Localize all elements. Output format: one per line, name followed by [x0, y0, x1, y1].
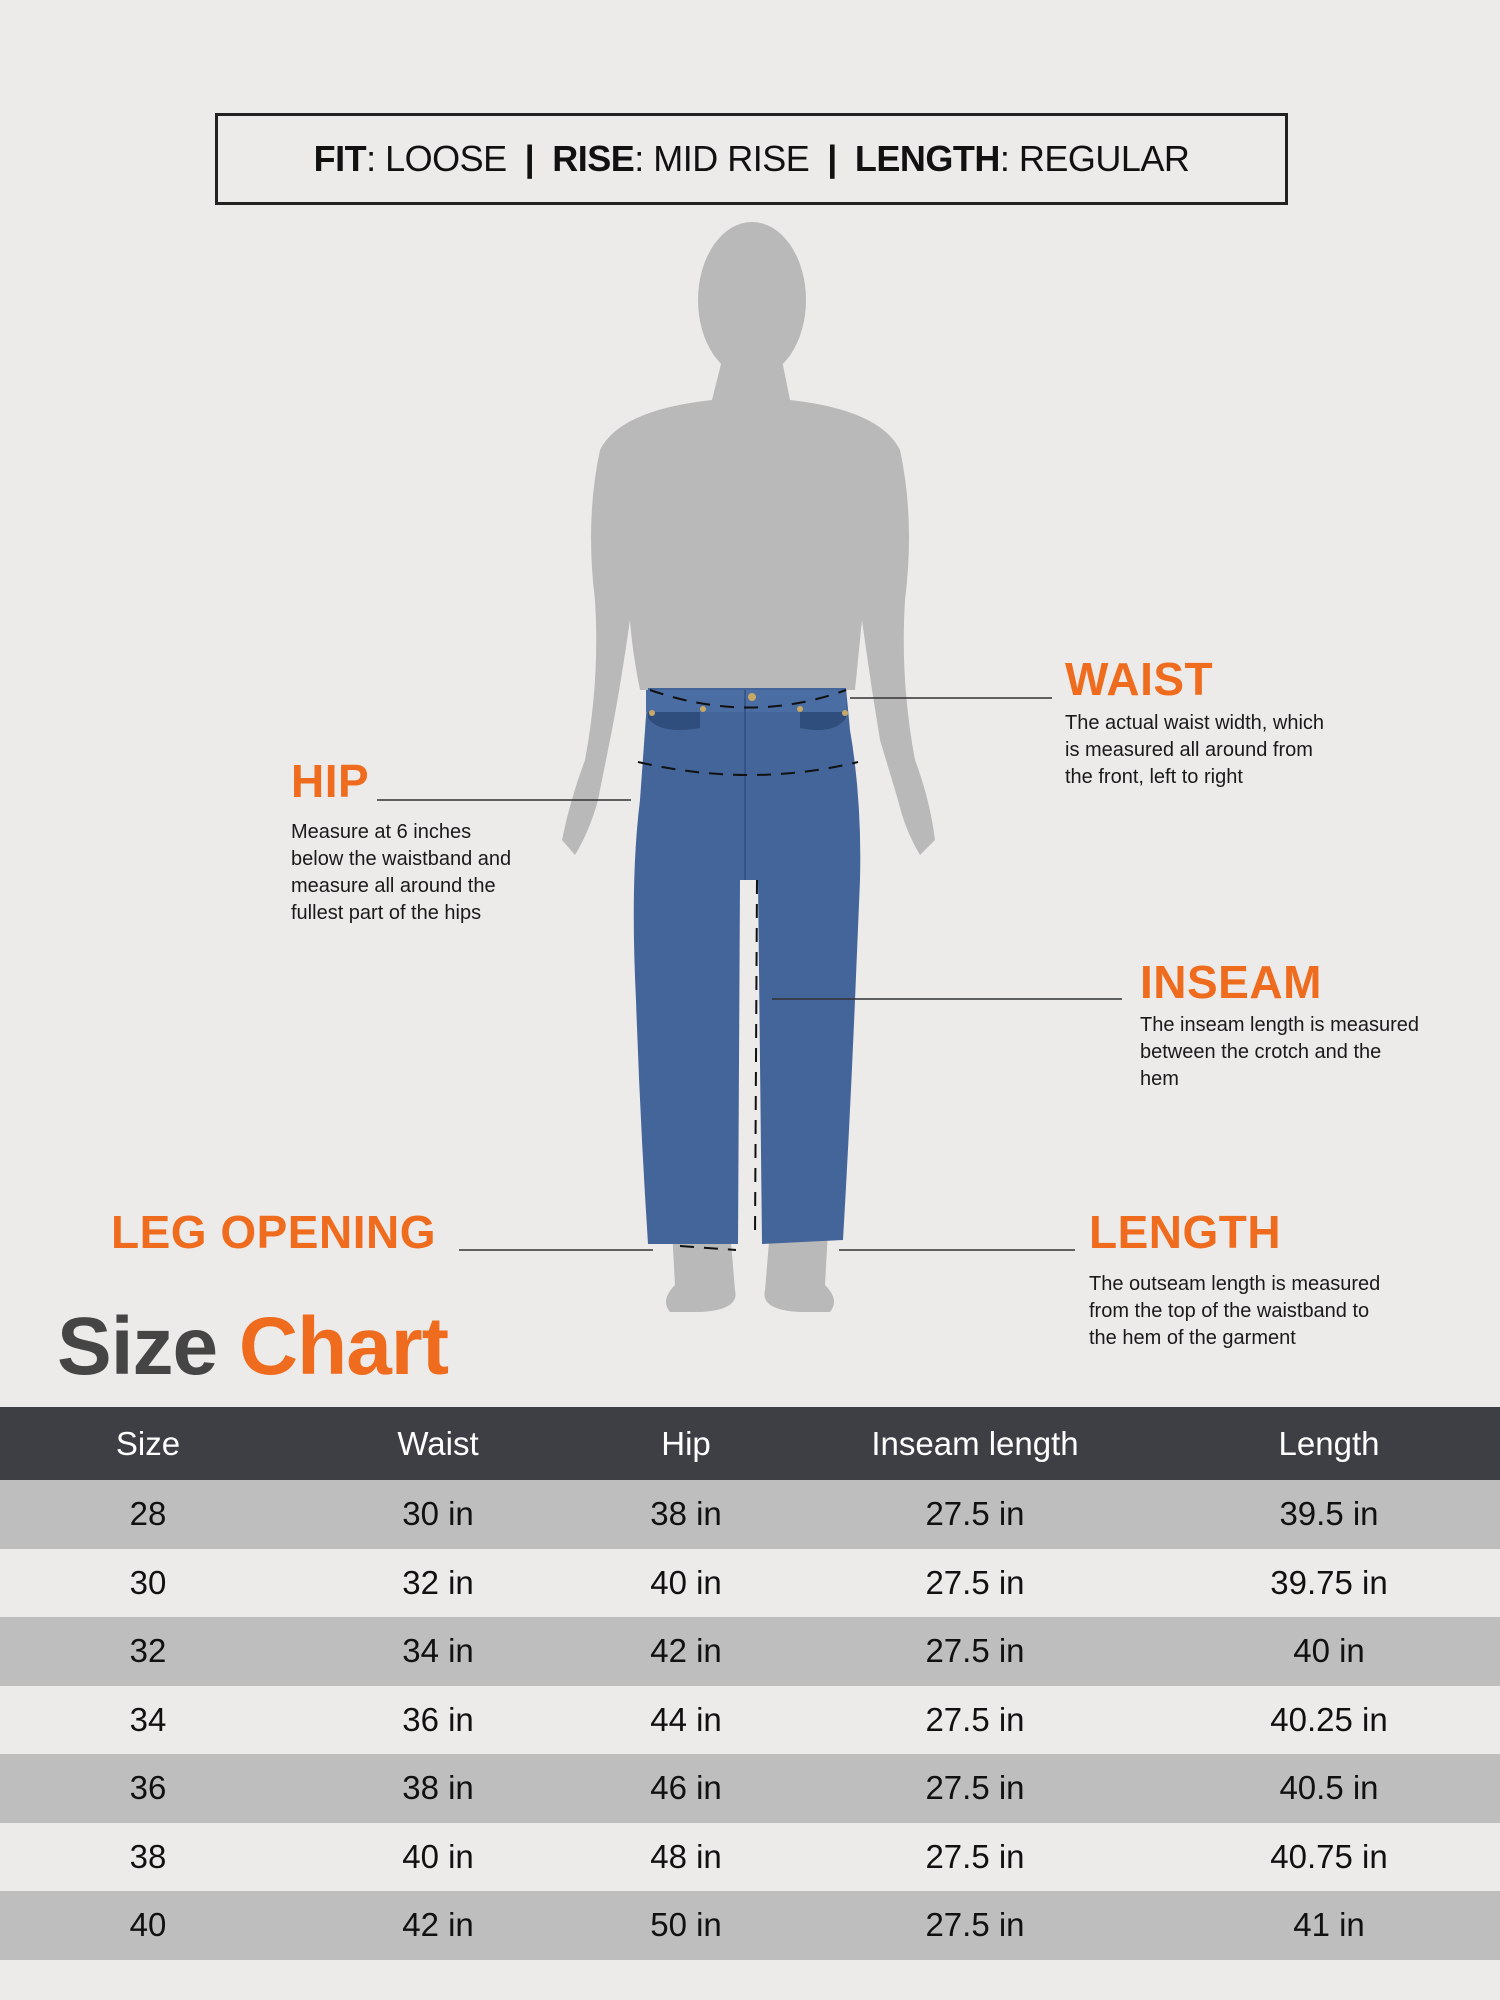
size-chart-title: Size Chart — [57, 1300, 449, 1394]
waist-label: WAIST — [1065, 653, 1214, 705]
cell-inseam: 27.5 in — [792, 1754, 1158, 1823]
measurement-dashes — [637, 689, 859, 1251]
desc-line: Measure at 6 inches — [291, 821, 472, 843]
cell-size: 28 — [0, 1480, 296, 1549]
table-row: 40 42 in 50 in 27.5 in 41 in — [0, 1891, 1500, 1960]
cell-inseam: 27.5 in — [792, 1617, 1158, 1686]
length-description: The outseam length is measured from the … — [1089, 1271, 1380, 1352]
desc-line: the hem of the garment — [1089, 1327, 1296, 1349]
table-row: 30 32 in 40 in 27.5 in 39.75 in — [0, 1548, 1500, 1617]
fit-value: LOOSE — [385, 138, 507, 179]
cell-hip: 38 in — [580, 1480, 792, 1549]
cell-waist: 34 in — [296, 1617, 580, 1686]
rise-key: RISE — [552, 138, 635, 179]
desc-line: The outseam length is measured — [1089, 1273, 1381, 1295]
separator: | — [827, 138, 837, 179]
header-size: Size — [0, 1407, 296, 1480]
cell-size: 34 — [0, 1685, 296, 1754]
table-row: 34 36 in 44 in 27.5 in 40.25 in — [0, 1685, 1500, 1754]
cell-waist: 38 in — [296, 1754, 580, 1823]
cell-hip: 44 in — [580, 1685, 792, 1754]
header-length: Length — [1158, 1407, 1500, 1480]
inseam-label: INSEAM — [1140, 956, 1322, 1008]
cell-length: 40.75 in — [1158, 1822, 1500, 1891]
cell-hip: 48 in — [580, 1822, 792, 1891]
waist-description: The actual waist width, which is measure… — [1065, 710, 1324, 791]
cell-inseam: 27.5 in — [792, 1685, 1158, 1754]
cell-hip: 42 in — [580, 1617, 792, 1686]
length-value: REGULAR — [1018, 138, 1190, 179]
cell-hip: 50 in — [580, 1891, 792, 1960]
cell-length: 40 in — [1158, 1617, 1500, 1686]
body-figure-illustration — [377, 222, 1122, 1312]
desc-line: The actual waist width, which — [1065, 712, 1325, 734]
table-row: 28 30 in 38 in 27.5 in 39.5 in — [0, 1480, 1500, 1549]
desc-line: the front, left to right — [1065, 766, 1243, 788]
hip-description: Measure at 6 inches below the waistband … — [291, 819, 511, 927]
cell-waist: 30 in — [296, 1480, 580, 1549]
fit-key: FIT — [313, 138, 367, 179]
table-row: 36 38 in 46 in 27.5 in 40.5 in — [0, 1754, 1500, 1823]
cell-waist: 40 in — [296, 1822, 580, 1891]
cell-length: 40.5 in — [1158, 1754, 1500, 1823]
inseam-description: The inseam length is measured between th… — [1140, 1012, 1419, 1093]
cell-length: 39.5 in — [1158, 1480, 1500, 1549]
cell-size: 36 — [0, 1754, 296, 1823]
rise-value: MID RISE — [653, 138, 810, 179]
cell-hip: 46 in — [580, 1754, 792, 1823]
cell-length: 39.75 in — [1158, 1548, 1500, 1617]
desc-line: fullest part of the hips — [291, 902, 482, 924]
cell-hip: 40 in — [580, 1548, 792, 1617]
table-row: 38 40 in 48 in 27.5 in 40.75 in — [0, 1822, 1500, 1891]
desc-line: between the crotch and the — [1140, 1041, 1382, 1063]
cell-size: 38 — [0, 1822, 296, 1891]
human-silhouette — [562, 222, 935, 1312]
desc-line: is measured all around from — [1065, 739, 1313, 761]
cell-size: 40 — [0, 1891, 296, 1960]
length-label: LENGTH — [1089, 1206, 1282, 1258]
leader-lines — [377, 697, 1122, 1251]
cell-waist: 36 in — [296, 1685, 580, 1754]
cell-inseam: 27.5 in — [792, 1548, 1158, 1617]
header-hip: Hip — [580, 1407, 792, 1480]
separator: | — [524, 138, 535, 179]
title-part-chart: Chart — [238, 1301, 449, 1392]
size-table: Size Waist Hip Inseam length Length 28 30… — [0, 1407, 1500, 1960]
header-inseam: Inseam length — [792, 1407, 1158, 1480]
cell-length: 41 in — [1158, 1891, 1500, 1960]
cell-waist: 32 in — [296, 1548, 580, 1617]
cell-inseam: 27.5 in — [792, 1480, 1158, 1549]
leg-opening-label: LEG OPENING — [111, 1206, 436, 1258]
cell-size: 30 — [0, 1548, 296, 1617]
cell-inseam: 27.5 in — [792, 1891, 1158, 1960]
title-part-size: Size — [57, 1301, 218, 1392]
desc-line: below the waistband and — [291, 848, 512, 870]
hip-label: HIP — [291, 755, 370, 807]
fit-summary-box: FIT: LOOSE | RISE: MID RISE | LENGTH: RE… — [215, 113, 1288, 205]
desc-line: from the top of the waistband to — [1089, 1300, 1370, 1322]
cell-length: 40.25 in — [1158, 1685, 1500, 1754]
cell-size: 32 — [0, 1617, 296, 1686]
desc-line: measure all around the — [291, 875, 496, 897]
cell-waist: 42 in — [296, 1891, 580, 1960]
jeans-illustration — [633, 688, 861, 1244]
cell-inseam: 27.5 in — [792, 1822, 1158, 1891]
desc-line: The inseam length is measured — [1140, 1014, 1420, 1036]
table-row: 32 34 in 42 in 27.5 in 40 in — [0, 1617, 1500, 1686]
length-key: LENGTH — [854, 138, 1001, 179]
header-waist: Waist — [296, 1407, 580, 1480]
table-header-row: Size Waist Hip Inseam length Length — [0, 1407, 1500, 1480]
desc-line: hem — [1140, 1068, 1179, 1090]
